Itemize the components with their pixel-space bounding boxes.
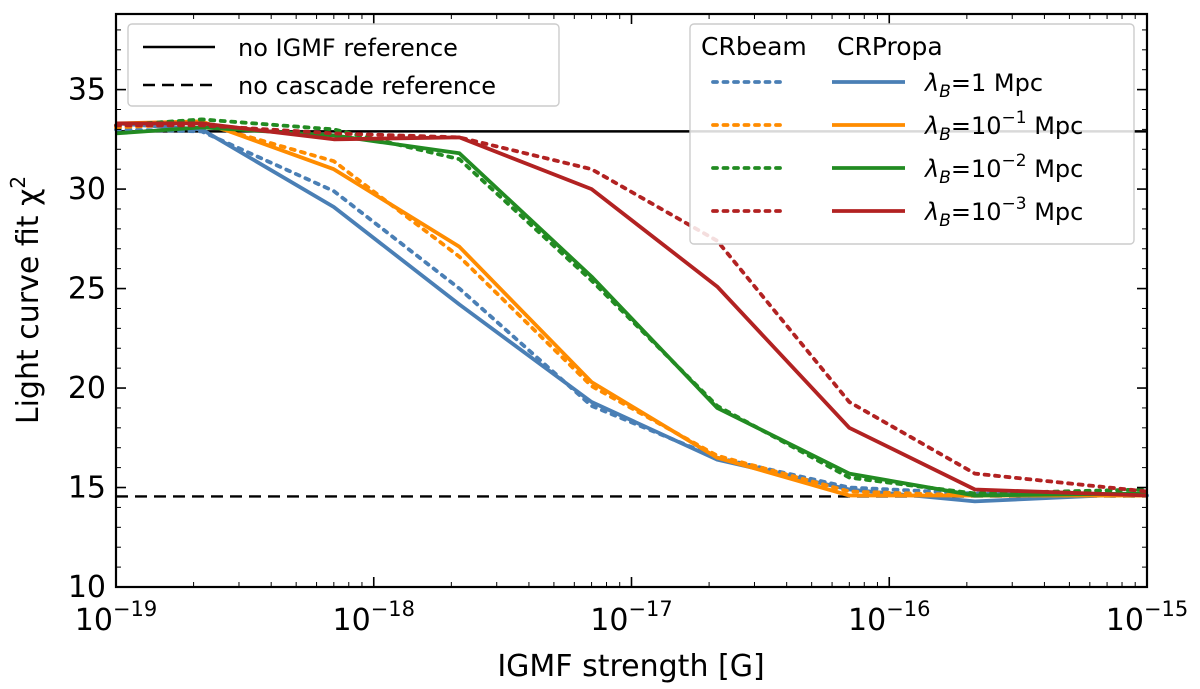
series-line-crbeam-1 (114, 127, 1149, 498)
plot-frame (114, 12, 1149, 589)
series-line-crpropa-2 (115, 119, 1147, 498)
x-tick-label: 10−16 (848, 597, 931, 638)
legend-label-lambda: λB=1 Mpc (923, 69, 1043, 102)
y-tick-label: 15 (68, 471, 106, 506)
series-line-crpropa-0 (115, 121, 1148, 504)
y-tick-label: 20 (68, 371, 106, 406)
plot-area (114, 117, 1149, 504)
y-axis-label-exponent: 2 (6, 176, 30, 189)
legend-col-title-crpropa: CRPropa (837, 32, 943, 61)
y-tick-label: 30 (68, 172, 106, 207)
legend-left-box (127, 23, 560, 107)
x-axis-label: IGMF strength [G] (497, 649, 764, 684)
y-axis-label: Light curve fit χ2 (6, 176, 46, 424)
y-tick-label: 10 (68, 570, 106, 605)
legend-label-lambda: λB=10−1 Mpc (923, 108, 1083, 145)
y-tick-label: 35 (68, 73, 106, 108)
x-tick-label: 10−19 (75, 597, 158, 638)
legend-right-box (689, 23, 1135, 245)
x-tick-label: 10−17 (590, 597, 673, 638)
y-tick-label: 25 (68, 272, 106, 307)
series-line-crbeam-7 (114, 123, 1149, 494)
legend-label-lambda: λB=10−2 Mpc (923, 151, 1083, 188)
x-tick-label: 10−15 (1106, 597, 1189, 638)
legend-left-label: no IGMF reference (238, 34, 458, 62)
x-tick-label: 10−18 (332, 597, 415, 638)
legend-label-lambda: λB=10−3 Mpc (923, 194, 1083, 231)
legend-left-label: no cascade reference (238, 72, 496, 100)
series-line-crbeam-3 (114, 121, 1149, 498)
series-line-crbeam-5 (114, 117, 1149, 496)
legend-col-title-crbeam: CRbeam (701, 32, 807, 61)
legends: no IGMF reference no cascade reference CRb… (127, 23, 1135, 245)
